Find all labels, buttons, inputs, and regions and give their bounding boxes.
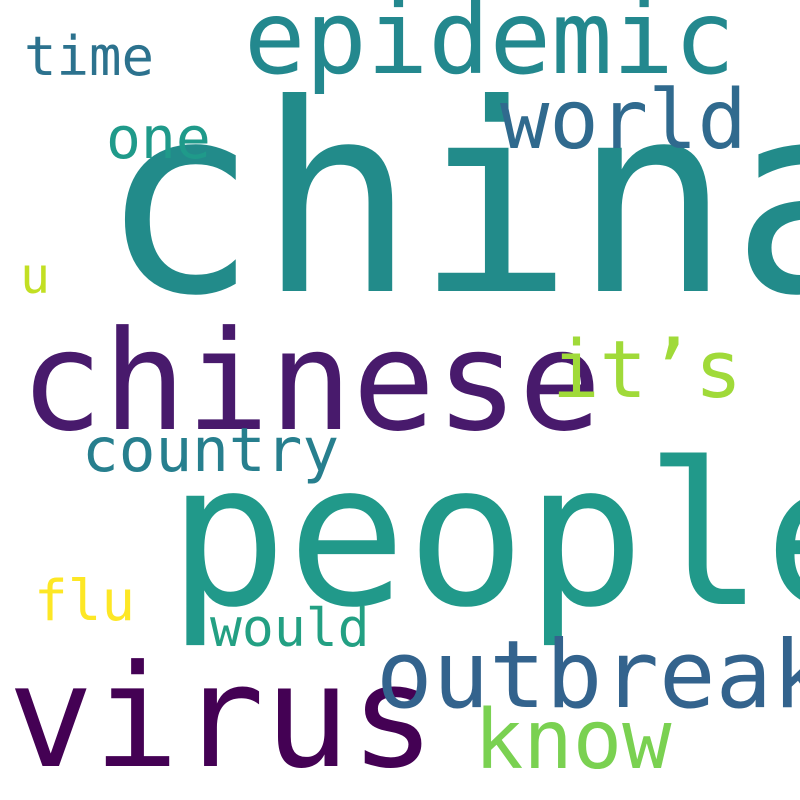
word-u: u (20, 247, 51, 305)
word-world: world (500, 73, 747, 168)
word-flu: flu (34, 569, 136, 634)
word-outbreak: outbreak (376, 621, 800, 730)
word-china: china (100, 48, 800, 353)
word-people: people (168, 420, 800, 651)
word-would: would (210, 598, 370, 659)
word-epidemic: epidemic (244, 0, 736, 98)
word-one: one (106, 104, 211, 172)
word-country: country (82, 415, 340, 486)
word-its: it’s (552, 324, 743, 416)
word-time: time (24, 25, 155, 88)
word-know: know (474, 693, 672, 788)
word-virus: virus (8, 635, 436, 800)
word-chinese: chinese (20, 301, 602, 462)
